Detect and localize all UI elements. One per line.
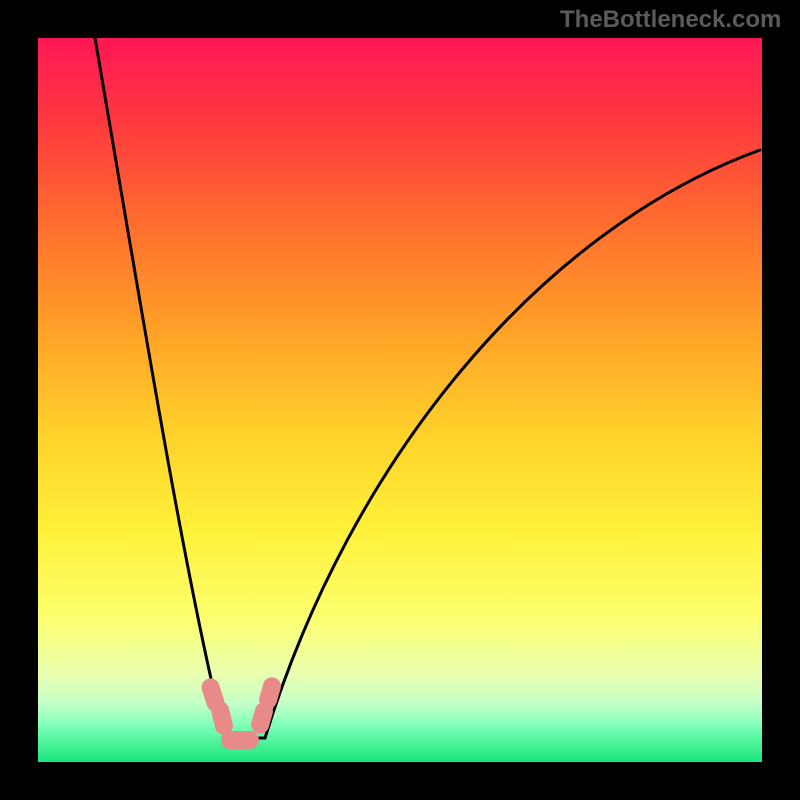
watermark-text: TheBottleneck.com [560, 6, 781, 34]
curves-layer [0, 0, 800, 800]
data-marker [221, 731, 259, 749]
chart-frame: TheBottleneck.com [0, 0, 800, 800]
